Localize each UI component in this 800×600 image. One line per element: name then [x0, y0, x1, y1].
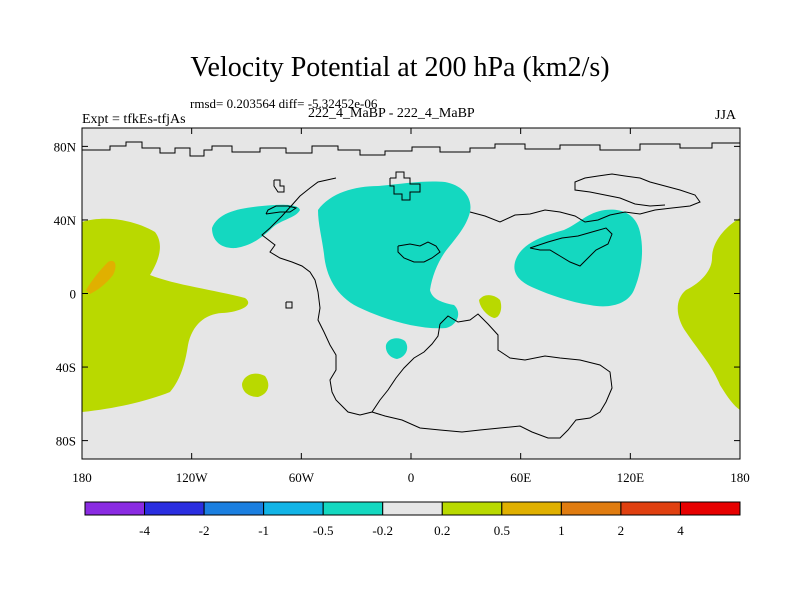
y-axis: 80N 40N 0 40S 80S	[54, 139, 740, 449]
case-label: 222_4_MaBP - 222_4_MaBP	[308, 106, 475, 121]
europe-africa-coast	[371, 313, 613, 439]
arctic-coastline	[82, 141, 740, 157]
colorbar-label: -0.2	[372, 523, 393, 538]
positive-anomaly-region-west	[82, 218, 249, 412]
y-tick-label: 80S	[56, 434, 76, 449]
greenland-inner	[273, 179, 285, 193]
season-label: JJA	[715, 108, 737, 123]
colorbar-swatch	[84, 501, 146, 516]
colorbar-label: 1	[558, 523, 565, 538]
europe-upper-coast	[389, 171, 421, 201]
colorbar-label: 0.5	[494, 523, 510, 538]
colorbar-label: -2	[199, 523, 210, 538]
colorbar-swatch	[501, 501, 562, 516]
colorbar: -4 -2 -1 -0.5 -0.2 0.2 0.5 1 2 4	[84, 501, 741, 538]
positive-anomaly-region-east	[677, 218, 740, 410]
x-tick-label: 180	[730, 470, 750, 485]
colorbar-swatch	[382, 501, 443, 516]
greenland-coast	[265, 205, 298, 215]
x-tick-label: 0	[408, 470, 415, 485]
colorbar-label: 0.2	[434, 523, 450, 538]
colorbar-label: 2	[618, 523, 625, 538]
x-tick-label: 60E	[510, 470, 531, 485]
colorbar-swatch	[441, 501, 503, 516]
positive-anomaly-south-atlantic	[242, 373, 269, 397]
y-tick-label: 40S	[56, 360, 76, 375]
colorbar-swatch	[203, 501, 265, 516]
x-tick-label: 120W	[176, 470, 209, 485]
negative-anomaly-africa-europe	[318, 181, 471, 329]
colorbar-swatch	[620, 501, 681, 516]
y-tick-label: 0	[70, 287, 77, 302]
stats-label: rmsd= 0.203564 diff= -5.32452e-06	[190, 96, 378, 111]
colorbar-swatch	[263, 501, 324, 516]
negative-anomaly-north-atlantic	[212, 204, 300, 249]
y-tick-label: 80N	[54, 139, 77, 154]
figure-title: Velocity Potential at 200 hPa (km2/s)	[190, 52, 610, 83]
colorbar-swatch	[322, 501, 384, 516]
y-tick-label: 40N	[54, 213, 77, 228]
negative-anomaly-asia	[514, 209, 643, 307]
experiment-label: Expt = tfkEs-tfjAs	[82, 112, 186, 127]
positive-anomaly-small-africa	[479, 295, 502, 318]
colorbar-swatch	[144, 501, 205, 516]
x-tick-label: 60W	[289, 470, 315, 485]
x-axis: 180 120W 60W 0 60E 120E 180	[72, 128, 750, 485]
colorbar-label: -4	[139, 523, 150, 538]
north-america-coast	[261, 177, 441, 416]
colorbar-label: 4	[677, 523, 684, 538]
colorbar-swatch	[560, 501, 622, 516]
x-tick-label: 180	[72, 470, 92, 485]
contour-fills	[82, 181, 740, 412]
negative-anomaly-small-atlantic	[385, 338, 408, 359]
coastlines	[82, 141, 740, 439]
strong-positive-anomaly	[86, 260, 116, 294]
asia-coast	[469, 173, 701, 223]
small-island	[285, 301, 293, 309]
x-tick-label: 120E	[617, 470, 645, 485]
asia-inner-coast	[529, 227, 613, 267]
colorbar-label: -0.5	[313, 523, 334, 538]
colorbar-label: -1	[258, 523, 269, 538]
colorbar-swatch	[679, 501, 741, 516]
mediterranean-coast	[397, 241, 441, 263]
